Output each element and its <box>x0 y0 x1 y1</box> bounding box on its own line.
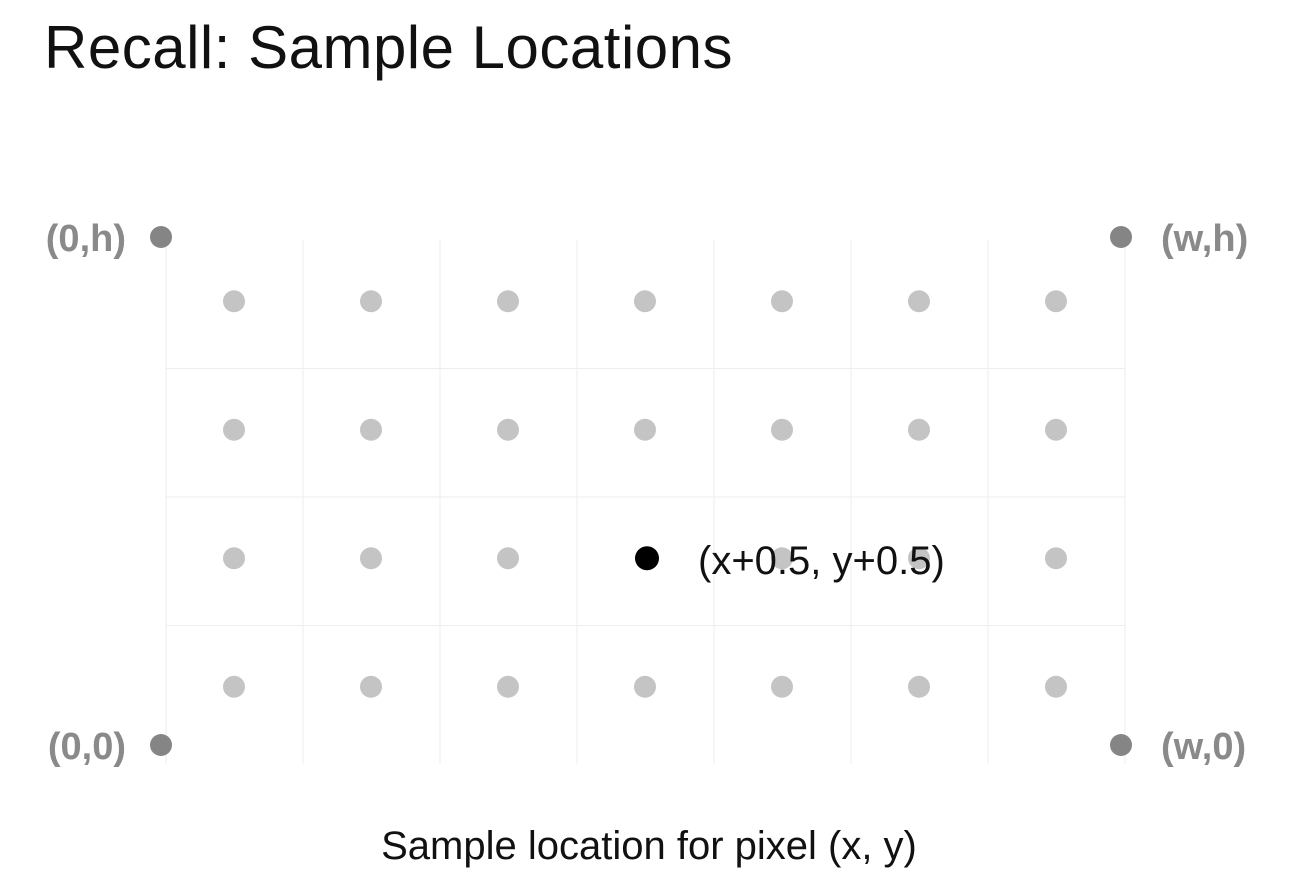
sample-point <box>908 418 930 441</box>
corner-label-top-left: (0,h) <box>46 218 126 260</box>
sample-point <box>908 547 930 570</box>
sample-point <box>223 547 245 570</box>
sample-point <box>497 290 519 313</box>
corner-point-bottom-left <box>150 734 172 756</box>
sample-point <box>360 547 382 570</box>
highlighted-sample-point <box>635 546 659 571</box>
diagram-caption: Sample location for pixel (x, y) <box>381 824 917 868</box>
sample-point <box>771 547 793 570</box>
corner-label-bottom-right: (w,0) <box>1161 726 1246 768</box>
slide-title: Recall: Sample Locations <box>44 14 734 81</box>
corner-label-bottom-left: (0,0) <box>48 726 126 768</box>
sample-point <box>771 675 793 698</box>
sample-point <box>771 290 793 313</box>
sample-point <box>1045 290 1067 313</box>
sample-point <box>908 675 930 698</box>
corner-point-bottom-right <box>1110 734 1132 756</box>
sample-point <box>1045 418 1067 441</box>
sample-point <box>634 290 656 313</box>
sample-point <box>223 290 245 313</box>
sample-point <box>634 418 656 441</box>
corner-label-top-right: (w,h) <box>1161 218 1248 260</box>
sample-point <box>223 418 245 441</box>
highlight-sample-label: (x+0.5, y+0.5) <box>698 539 945 583</box>
sample-point <box>908 290 930 313</box>
pixel-grid-lines <box>165 240 1126 764</box>
sample-point <box>497 547 519 570</box>
corner-point-top-left <box>150 226 172 248</box>
sample-points <box>223 290 1067 698</box>
sample-point <box>223 675 245 698</box>
sample-point <box>634 675 656 698</box>
sample-point <box>497 418 519 441</box>
sample-point <box>1045 675 1067 698</box>
sample-point <box>497 675 519 698</box>
sample-point <box>771 418 793 441</box>
sample-point <box>360 418 382 441</box>
corner-point-top-right <box>1110 226 1132 248</box>
sample-point <box>1045 547 1067 570</box>
sample-point <box>360 675 382 698</box>
sample-point <box>360 290 382 313</box>
